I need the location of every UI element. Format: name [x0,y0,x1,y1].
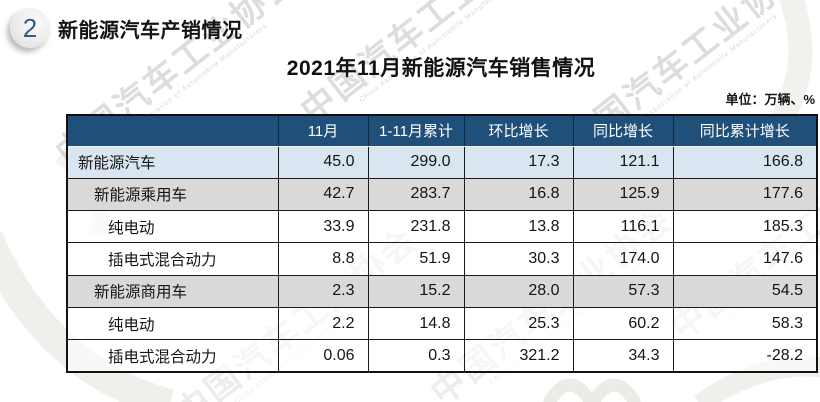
value-cell: 231.8 [367,210,465,244]
value-cell: 2.2 [277,306,369,341]
value-cell: 60.2 [572,306,674,341]
row-label: 插电式混合动力 [66,242,279,276]
value-cell: 125.9 [572,177,674,212]
header-cell: 1-11月累计 [367,114,464,147]
value-cell: 147.6 [672,242,818,276]
value-cell: 283.7 [367,177,465,212]
value-cell: 34.3 [572,339,674,374]
header-cell: 11月 [277,114,368,147]
value-cell: 58.3 [672,306,818,341]
header-cell: 环比增长 [463,114,573,147]
value-cell: 51.9 [367,242,465,276]
value-cell: 174.0 [572,242,674,276]
header-cell: 同比累计增长 [672,114,818,147]
value-cell: 14.8 [367,306,465,341]
row-label: 新能源乘用车 [66,177,279,212]
value-cell: 25.3 [463,306,574,341]
value-cell: 45.0 [277,145,369,179]
value-cell: 15.2 [367,274,465,308]
value-cell: 0.06 [277,339,369,374]
table-row: 新能源商用车 2.3 15.2 28.0 57.3 54.5 [66,274,818,308]
sales-table-body: 新能源汽车 45.0 299.0 17.3 121.1 166.8 新能源乘用车 42.7 28… [66,145,818,374]
section-title: 新能源汽车产销情况 [58,20,243,42]
value-cell: 177.6 [672,177,818,212]
table-row: 插电式混合动力 0.06 0.3 321.2 34.3 -28.2 [66,339,818,374]
row-label: 纯电动 [66,210,279,244]
value-cell: 57.3 [572,274,674,308]
row-label: 纯电动 [66,306,279,341]
value-cell: 54.5 [672,274,818,308]
value-cell: 30.3 [463,242,574,276]
value-cell: 33.9 [277,210,369,244]
header-cell: 同比增长 [572,114,673,147]
row-label: 新能源汽车 [66,145,279,179]
unit-note: 单位：万辆、% [725,92,815,107]
value-cell: 8.8 [277,242,369,276]
row-label: 插电式混合动力 [66,339,279,374]
table-title: 2021年11月新能源汽车销售情况 [286,57,596,80]
table-row: 新能源乘用车 42.7 283.7 16.8 125.9 177.6 [66,177,818,212]
sales-table-header: 11月 1-11月累计 环比增长 同比增长 同比累计增长 [66,114,818,147]
value-cell: 116.1 [572,210,674,244]
value-cell: 17.3 [463,145,574,179]
value-cell: 2.3 [277,274,369,308]
value-cell: 16.8 [463,177,574,212]
value-cell: 185.3 [672,210,818,244]
value-cell: 13.8 [463,210,574,244]
header-row: 11月 1-11月累计 环比增长 同比增长 同比累计增长 [66,114,818,147]
section-number: 2 [22,12,38,43]
row-label: 新能源商用车 [66,274,279,308]
value-cell: -28.2 [672,339,818,374]
section-number-badge: 2 [10,8,50,48]
value-cell: 121.1 [572,145,674,179]
value-cell: 299.0 [367,145,465,179]
value-cell: 321.2 [463,339,574,374]
value-cell: 28.0 [463,274,574,308]
value-cell: 0.3 [367,339,465,374]
table-row: 插电式混合动力 8.8 51.9 30.3 174.0 147.6 [66,242,818,276]
value-cell: 166.8 [672,145,818,179]
value-cell: 42.7 [277,177,369,212]
header-cell-category [66,114,278,147]
table-row: 纯电动 33.9 231.8 13.8 116.1 185.3 [66,210,818,244]
sales-table: 11月 1-11月累计 环比增长 同比增长 同比累计增长 新能源汽车 45.0 299.0 1… [66,114,818,374]
table-row: 新能源汽车 45.0 299.0 17.3 121.1 166.8 [66,145,818,179]
table-row: 纯电动 2.2 14.8 25.3 60.2 58.3 [66,306,818,341]
